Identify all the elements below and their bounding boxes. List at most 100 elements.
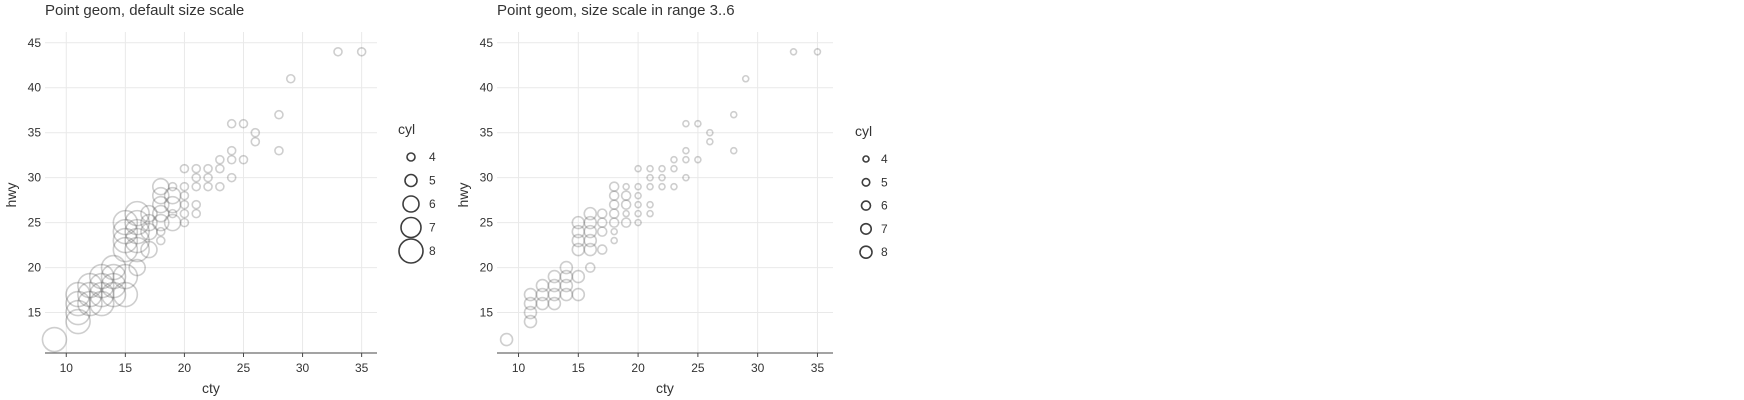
data-point xyxy=(622,209,630,218)
data-point xyxy=(571,269,586,284)
y-tick-label: 30 xyxy=(28,171,42,185)
data-point xyxy=(191,208,202,219)
data-point xyxy=(620,199,632,210)
y-tick-label: 40 xyxy=(480,81,494,95)
data-point xyxy=(729,146,738,155)
y-tick-label: 25 xyxy=(480,216,494,230)
data-point xyxy=(535,278,550,293)
y-tick-label: 45 xyxy=(28,36,42,50)
data-point xyxy=(620,190,632,201)
chart-title: Point geom, default size scale xyxy=(45,2,244,19)
data-point xyxy=(100,254,127,281)
data-point xyxy=(100,263,127,290)
data-point xyxy=(179,190,190,201)
data-point xyxy=(88,272,115,299)
data-point xyxy=(215,154,225,165)
data-point xyxy=(583,224,598,239)
data-point xyxy=(706,128,714,137)
legend-symbol xyxy=(402,195,420,213)
data-point xyxy=(140,204,158,223)
data-point xyxy=(226,154,237,165)
chart-title: Point geom, size scale in range 3..6 xyxy=(497,2,735,19)
data-point xyxy=(163,186,182,205)
data-point xyxy=(65,299,91,326)
data-point xyxy=(226,118,237,129)
legend-symbol xyxy=(862,155,870,163)
data-point xyxy=(140,240,158,259)
data-point xyxy=(682,146,690,155)
data-point xyxy=(88,290,115,317)
data-point xyxy=(646,200,654,209)
data-point xyxy=(163,195,182,214)
data-point xyxy=(155,235,166,246)
data-point xyxy=(215,181,225,192)
data-point xyxy=(250,136,261,147)
data-point xyxy=(523,287,538,302)
axes: 10 15 20 25 30 35 15 20 25 30 35 40 45 xyxy=(480,36,833,375)
data-point xyxy=(128,258,146,277)
y-axis-title: hwy xyxy=(3,183,19,208)
grid-lines xyxy=(497,32,833,353)
data-point xyxy=(88,263,115,290)
data-point xyxy=(140,213,158,232)
data-point xyxy=(634,182,642,191)
x-tick-label: 20 xyxy=(178,361,192,375)
data-point xyxy=(215,163,225,174)
y-tick-label: 40 xyxy=(28,81,42,95)
data-point xyxy=(571,242,586,257)
data-point xyxy=(140,222,158,241)
data-point xyxy=(535,296,550,311)
data-point xyxy=(523,296,538,311)
data-point xyxy=(596,208,608,219)
data-point xyxy=(250,127,261,138)
y-tick-label: 15 xyxy=(28,306,42,320)
data-point xyxy=(151,177,170,196)
x-tick-label: 15 xyxy=(572,361,586,375)
data-point xyxy=(112,263,139,290)
data-point xyxy=(547,296,562,311)
data-point xyxy=(622,182,630,191)
data-point xyxy=(41,326,68,353)
data-point xyxy=(151,186,170,205)
x-tick-label: 35 xyxy=(355,361,369,375)
data-point xyxy=(634,191,642,200)
data-point xyxy=(559,269,574,284)
data-point xyxy=(65,290,91,317)
data-point xyxy=(741,74,750,83)
legend-title: cyl xyxy=(398,121,415,137)
data-point xyxy=(77,272,103,299)
data-point xyxy=(608,208,620,219)
data-point xyxy=(112,281,139,308)
data-point xyxy=(112,227,139,254)
data-point xyxy=(608,217,620,228)
data-point xyxy=(583,233,598,248)
legend: cyl 4 5 6 7 8 xyxy=(398,121,436,264)
data-point xyxy=(151,195,170,214)
data-point xyxy=(77,281,103,308)
data-point xyxy=(610,236,618,245)
x-tick-label: 30 xyxy=(296,361,310,375)
legend-label: 8 xyxy=(429,244,436,258)
data-point xyxy=(658,182,666,191)
y-tick-label: 15 xyxy=(480,306,494,320)
data-point xyxy=(789,47,798,56)
data-point xyxy=(155,226,166,237)
legend-label: 7 xyxy=(881,222,888,236)
data-point xyxy=(682,155,690,164)
x-tick-label: 25 xyxy=(237,361,251,375)
data-point xyxy=(238,154,249,165)
x-tick-label: 35 xyxy=(811,361,825,375)
data-point xyxy=(88,281,115,308)
data-point xyxy=(100,272,127,299)
data-point xyxy=(274,109,284,120)
data-point xyxy=(634,164,642,173)
data-point xyxy=(670,164,678,173)
legend-label: 7 xyxy=(429,221,436,235)
data-point xyxy=(203,181,213,192)
y-tick-label: 45 xyxy=(480,36,494,50)
legend: cyl 4 5 6 7 8 xyxy=(855,123,888,259)
data-point xyxy=(646,173,654,182)
data-point xyxy=(646,209,654,218)
data-point xyxy=(547,287,562,302)
